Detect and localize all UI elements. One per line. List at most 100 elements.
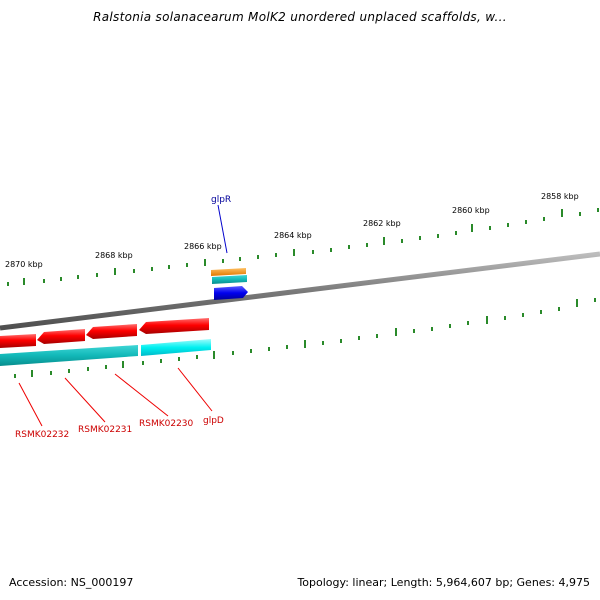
map-title: Ralstonia solanacearum MolK2 unordered u… [93,10,507,24]
tick-mark [540,310,542,314]
tick-mark [142,361,144,365]
scale-label-2866: 2866 kbp [184,242,222,251]
tick-mark [133,269,135,273]
scale-label-2868: 2868 kbp [95,251,133,260]
backbone-arc [0,251,600,331]
tick-mark [322,341,324,345]
tick-mark [401,239,403,243]
tick-mark [507,223,509,227]
gene-RSMK02231-arrow[interactable] [37,329,85,344]
tick-mark [122,361,124,368]
tick-mark [96,273,98,277]
tick-mark [330,248,332,252]
feature-cyan-small[interactable] [212,275,247,284]
tick-mark [413,329,415,333]
gene-glpD-arrow[interactable] [139,318,209,334]
genome-summary-text: Topology: linear; Length: 5,964,607 bp; … [297,576,590,589]
tick-mark [31,370,33,377]
tick-mark [186,263,188,267]
feature-orange[interactable] [211,268,246,276]
tick-mark [105,365,107,369]
tick-mark [232,351,234,355]
tick-mark [431,327,433,331]
tick-mark [376,334,378,338]
gene-label-RSMK02231[interactable]: RSMK02231 [78,425,132,435]
tick-mark [312,250,314,254]
tick-mark [160,359,162,363]
tick-mark [60,277,62,281]
tick-mark [286,345,288,349]
tick-mark [77,275,79,279]
tick-mark [395,328,397,336]
tick-mark [275,253,277,257]
tick-mark [239,257,241,261]
tick-mark [437,234,439,238]
tick-mark [594,298,596,302]
tick-mark [14,374,16,378]
tick-mark [419,236,421,240]
tick-mark [340,339,342,343]
tick-mark [43,279,45,283]
tick-mark [87,367,89,371]
tick-mark [558,307,560,311]
gene-label-glpD[interactable]: glpD [203,416,224,426]
tick-mark [561,209,563,217]
tick-mark [348,245,350,249]
tick-mark [597,208,599,212]
tick-mark [471,224,473,232]
scale-label-2870: 2870 kbp [5,260,43,269]
tick-mark [204,259,206,266]
tick-mark [168,265,170,269]
tick-mark [68,369,70,373]
gene-label-RSMK02232[interactable]: RSMK02232 [15,430,69,440]
leader-line-glpD [177,367,213,412]
gene-glpR-arrow[interactable] [214,286,248,300]
scale-label-2858: 2858 kbp [541,192,579,201]
tick-mark [304,340,306,348]
tick-mark [213,351,215,359]
leader-line-RSMK02230 [114,373,169,417]
tick-mark [250,349,252,353]
lower-tick-track [14,298,596,378]
leader-line-RSMK02232 [18,382,43,427]
feature-cyan-large[interactable] [0,345,138,366]
scale-label-2864: 2864 kbp [274,231,312,240]
scale-label-2862: 2862 kbp [363,219,401,228]
tick-mark [383,237,385,245]
upper-tick-track [7,208,599,286]
gene-label-RSMK02230[interactable]: RSMK02230 [139,419,194,429]
tick-mark [489,226,491,230]
tick-mark [486,316,488,324]
reverse-strand-cds-track [0,318,209,348]
tick-mark [114,268,116,275]
tick-mark [467,321,469,325]
tick-mark [449,324,451,328]
tick-mark [196,355,198,359]
tick-mark [23,278,25,285]
tick-mark [151,267,153,271]
tick-mark [358,336,360,340]
feature-cyan-bright[interactable] [141,339,211,356]
gene-label-glpR[interactable]: glpR [211,195,231,205]
tick-mark [268,347,270,351]
tick-mark [455,231,457,235]
reverse-strand-feature-track [0,339,211,366]
tick-mark [222,259,224,263]
scale-label-2860: 2860 kbp [452,206,490,215]
gene-RSMK02232-arrow[interactable] [0,334,36,348]
tick-mark [504,316,506,320]
leader-line-glpR [217,204,228,254]
tick-mark [293,249,295,256]
tick-mark [178,357,180,361]
tick-mark [366,243,368,247]
leader-line-RSMK02231 [64,377,106,423]
gene-RSMK02230-arrow[interactable] [86,324,137,339]
tick-mark [576,299,578,307]
accession-text: Accession: NS_000197 [9,576,134,589]
tick-mark [257,255,259,259]
tick-mark [525,220,527,224]
tick-mark [7,282,9,286]
tick-mark [50,371,52,375]
